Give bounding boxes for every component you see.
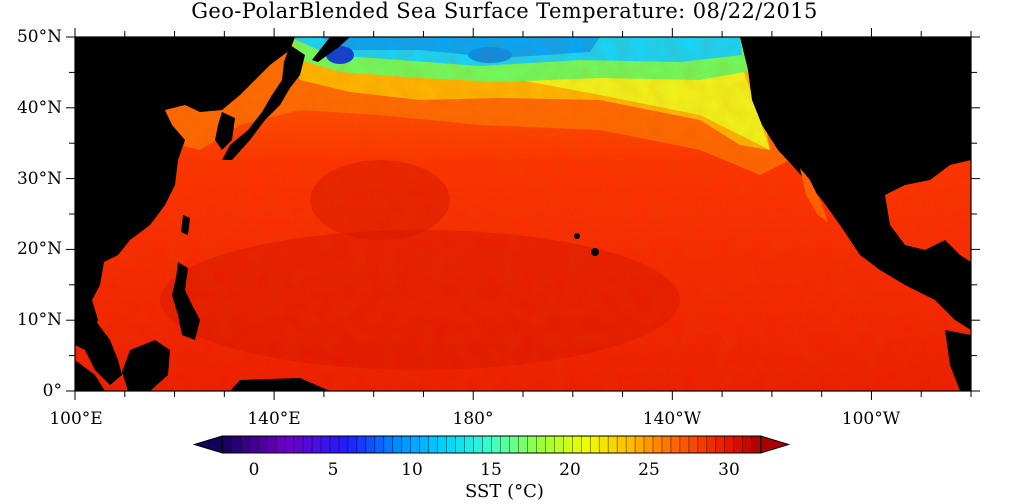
colorbar-swatch: [491, 436, 501, 453]
lat-label-50n: 50°N: [16, 27, 62, 47]
colorbar-swatch: [644, 436, 654, 453]
colorbar-swatch: [410, 436, 421, 453]
lon-label-100e: 100°E: [49, 409, 103, 429]
colorbar-swatch: [356, 436, 367, 453]
colorbar-swatch: [733, 436, 744, 453]
lat-label-40n: 40°N: [16, 98, 62, 118]
colorbar-swatch: [365, 436, 376, 453]
colorbar-units-label: SST (°C): [465, 481, 544, 502]
colorbar-swatch: [285, 436, 295, 453]
lon-label-140e: 140°E: [247, 409, 301, 429]
colorbar-swatch: [670, 436, 681, 453]
colorbar-swatch: [688, 436, 699, 453]
colorbar-swatch: [473, 436, 483, 453]
colorbar-swatch: [437, 436, 447, 453]
colorbar-label-0: 0: [248, 460, 260, 480]
colorbar-swatch: [608, 436, 618, 453]
colorbar-swatch: [706, 436, 717, 453]
colorbar-swatch: [482, 436, 492, 453]
colorbar-swatch: [617, 436, 627, 453]
colorbar-swatch: [276, 436, 286, 453]
map-title: Geo-PolarBlended Sea Surface Temperature…: [191, 0, 818, 23]
colorbar-swatch: [653, 436, 663, 453]
colorbar-min-arrow: [192, 435, 223, 454]
colorbar-swatch: [679, 436, 690, 453]
lat-label-20n: 20°N: [16, 239, 62, 259]
colorbar-swatch: [419, 436, 429, 453]
colorbar-swatch: [500, 436, 510, 453]
colorbar-swatch: [724, 436, 735, 453]
colorbar-swatch: [374, 436, 385, 453]
colorbar-swatch: [249, 436, 259, 453]
colorbar-label-30: 30: [718, 460, 740, 480]
colorbar-swatch: [303, 436, 313, 453]
colorbar-swatch: [392, 436, 403, 453]
colorbar-swatch: [258, 436, 268, 453]
colorbar-swatch: [222, 436, 232, 453]
lon-label-100w: 100°W: [841, 409, 901, 429]
colorbar-swatch: [347, 436, 358, 453]
colorbar-swatch: [401, 436, 412, 453]
colorbar-swatch: [697, 436, 708, 453]
colorbar-swatch: [545, 436, 555, 453]
colorbar-swatch: [321, 436, 331, 453]
lat-ticks: [66, 36, 980, 392]
colorbar-swatch: [527, 436, 537, 453]
colorbar-label-10: 10: [401, 460, 423, 480]
colorbar-swatch: [742, 436, 752, 453]
colorbar-swatch: [599, 436, 609, 453]
colorbar-swatch: [751, 436, 761, 453]
colorbar-swatch: [563, 436, 573, 453]
colorbar-swatch: [572, 436, 582, 453]
lon-label-140w: 140°W: [642, 409, 702, 429]
colorbar-swatch: [661, 436, 672, 453]
lon-label-180: 180°: [452, 409, 494, 429]
colorbar-swatch: [294, 436, 304, 453]
colorbar-swatch: [464, 436, 474, 453]
colorbar-max-arrow: [760, 435, 791, 454]
colorbar-swatch: [509, 436, 519, 453]
lat-label-30n: 30°N: [16, 169, 62, 189]
colorbar-swatch: [267, 436, 277, 453]
colorbar-swatch: [590, 436, 600, 453]
colorbar-swatch: [536, 436, 546, 453]
land-mask: [75, 37, 971, 391]
colorbar-swatch: [330, 436, 340, 453]
sst-field: [75, 37, 971, 391]
colorbar-label-25: 25: [638, 460, 660, 480]
lon-ticks: [74, 28, 972, 400]
colorbar-label-5: 5: [327, 460, 339, 480]
colorbar-swatch: [715, 436, 726, 453]
colorbar-swatch: [518, 436, 528, 453]
lat-label-10n: 10°N: [16, 310, 62, 330]
colorbar: [192, 435, 791, 454]
colorbar-label-20: 20: [559, 460, 581, 480]
colorbar-swatch: [554, 436, 564, 453]
colorbar-swatch: [338, 436, 349, 453]
colorbar-swatch: [428, 436, 438, 453]
lat-label-0: 0°: [42, 381, 62, 401]
colorbar-swatch: [635, 436, 645, 453]
colorbar-swatch: [312, 436, 322, 453]
colorbar-swatch: [581, 436, 591, 453]
colorbar-label-15: 15: [480, 460, 502, 480]
colorbar-swatch: [383, 436, 394, 453]
colorbar-swatch: [446, 436, 456, 453]
colorbar-swatch: [240, 436, 250, 453]
colorbar-swatch: [231, 436, 241, 453]
colorbar-swatch: [455, 436, 465, 453]
colorbar-swatch: [626, 436, 636, 453]
